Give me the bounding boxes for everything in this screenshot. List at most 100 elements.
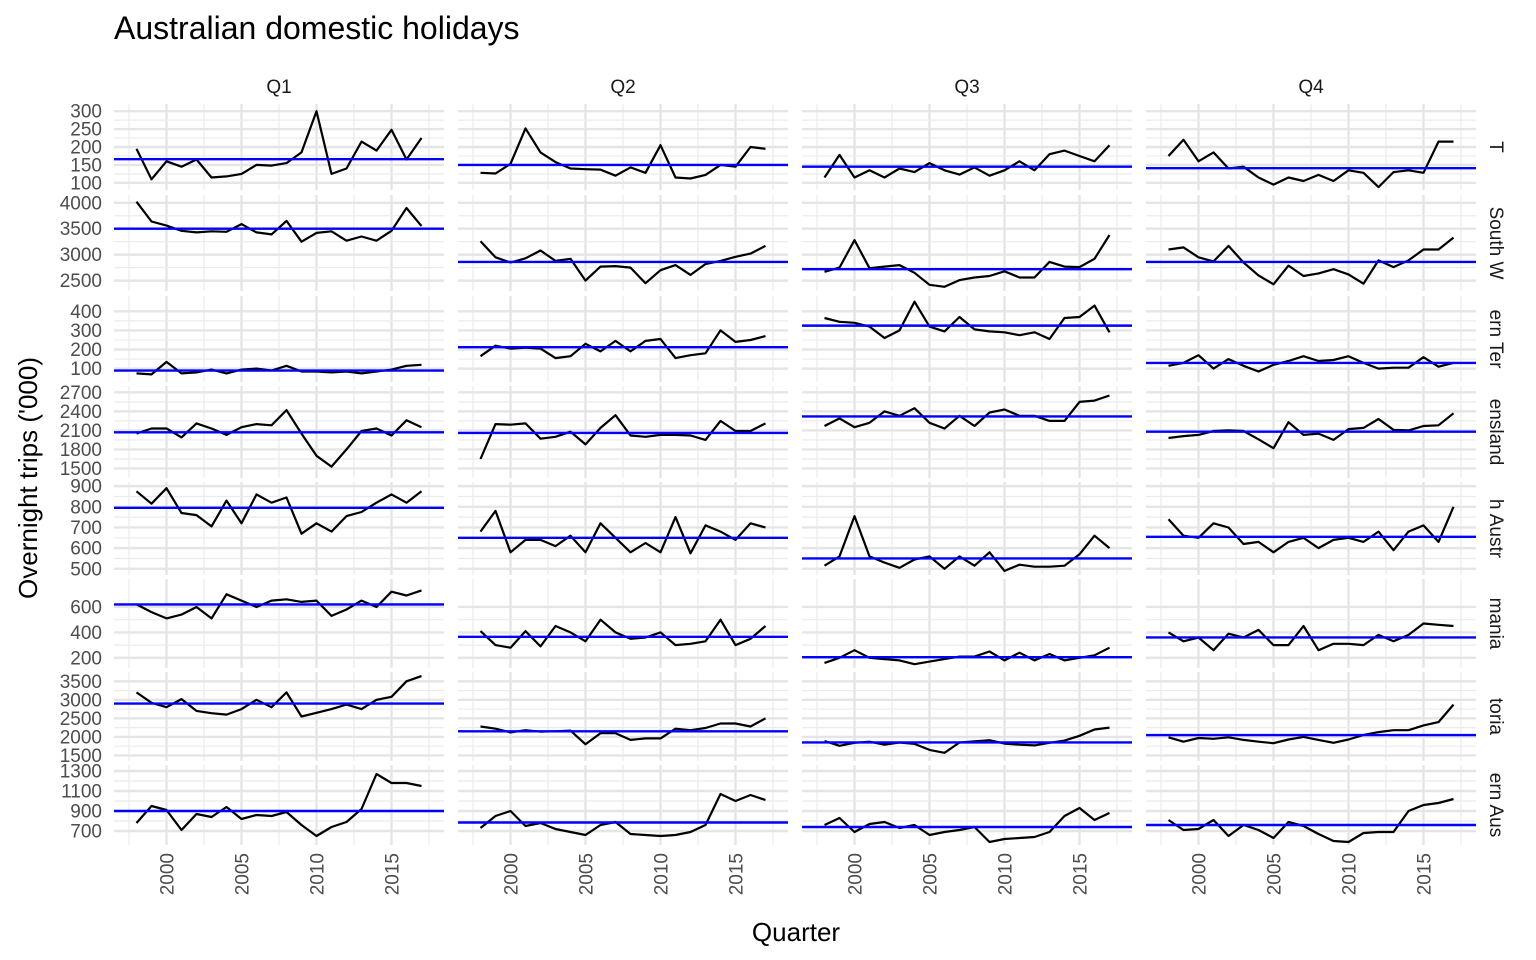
x-tick-label: 2000 (846, 853, 867, 895)
y-tick-label: 900 (70, 477, 102, 498)
panel-q4-row-1 (1146, 104, 1476, 190)
row-strip-label: toria (1485, 698, 1506, 735)
x-tick-label: 2010 (308, 853, 329, 895)
y-tick-label: 300 (70, 321, 102, 342)
x-tick-label: 2015 (383, 853, 404, 895)
y-tick-label: 600 (70, 539, 102, 560)
y-tick-label: 150 (70, 155, 102, 176)
x-tick-label: 2010 (652, 853, 673, 895)
y-tick-label: 700 (70, 822, 102, 843)
panel-q1-row-1 (114, 104, 444, 190)
series-line (1167, 138, 1454, 189)
row-strip-label: T (1485, 141, 1506, 153)
y-tick-label: 400 (70, 623, 102, 644)
series-line (480, 127, 766, 180)
y-tick-label: 200 (70, 648, 102, 669)
y-tick-label: 3000 (60, 690, 102, 711)
panel-q3-row-1 (802, 104, 1132, 190)
y-axis-title: Overnight trips ('000) (13, 357, 43, 599)
y-tick-label: 1500 (60, 746, 102, 767)
y-tick-label: 1800 (60, 440, 102, 461)
series-line (1167, 797, 1454, 844)
panel-q4-row-6 (1146, 579, 1476, 668)
x-tick-label: 2010 (1340, 853, 1361, 895)
y-tick-label: 2500 (60, 271, 102, 292)
panel-q1-row-7 (114, 672, 444, 761)
y-tick-label: 100 (70, 359, 102, 380)
panel-q3-row-5 (802, 482, 1132, 575)
row-strip-label: ern Ter (1485, 310, 1506, 369)
panel-q3-row-6 (802, 579, 1132, 668)
y-tick-label: 300 (70, 102, 102, 123)
panel-q3-row-2 (802, 195, 1132, 291)
panel-q2-row-6 (458, 579, 788, 668)
x-tick-label: 2015 (727, 853, 748, 895)
x-tick-label: 2005 (1265, 853, 1286, 895)
series-line (135, 772, 422, 838)
y-tick-label: 100 (70, 173, 102, 194)
x-tick-labels: 2000 2005 2010 2015 2000 2005 2010 2015 2000 2005… (158, 853, 1436, 895)
panel-q2-row-1 (458, 104, 788, 190)
panel-q4-row-2 (1146, 195, 1476, 291)
x-tick-label: 2000 (1190, 853, 1211, 895)
x-tick-label: 2005 (233, 853, 254, 895)
series-line (823, 144, 1111, 179)
series-line (1168, 354, 1454, 373)
x-tick-label: 2015 (1071, 853, 1092, 895)
series-line (479, 792, 766, 838)
series-line (824, 300, 1111, 341)
panel-q1-row-6 (114, 579, 444, 668)
strip-label-q2: Q2 (610, 77, 635, 98)
strip-label-q1: Q1 (266, 77, 291, 98)
panel-q3-row-3 (802, 296, 1132, 382)
strip-label-q3: Q3 (954, 77, 979, 98)
row-strip-label: ern Aus (1485, 773, 1506, 837)
facet-strips: Q1 Q2 Q3 Q4 T South W ern Ter ensland h Austr man… (266, 77, 1506, 837)
x-axis-title: Quarter (752, 917, 840, 947)
row-strip-label: South W (1485, 207, 1506, 280)
y-tick-label: 200 (70, 138, 102, 159)
y-tick-label: 2400 (60, 402, 102, 423)
series-line (1168, 703, 1455, 745)
y-tick-label: 2100 (60, 421, 102, 442)
y-tick-label: 200 (70, 340, 102, 361)
panel-q2-row-8 (458, 765, 788, 845)
panel-q3-row-7 (802, 672, 1132, 761)
y-tick-label: 700 (70, 518, 102, 539)
panel-q2-row-4 (458, 386, 788, 478)
row-strip-label: ensland (1485, 399, 1506, 466)
series-line (824, 394, 1110, 430)
y-tick-label: 400 (70, 302, 102, 323)
panel-q1-row-3 (114, 296, 444, 382)
panel-q1-row-4 (114, 386, 444, 478)
y-tick-label: 2500 (60, 709, 102, 730)
series-line (136, 409, 422, 468)
panel-q1-row-5 (114, 482, 444, 575)
series-line (136, 360, 422, 376)
series-line (135, 589, 422, 620)
y-tick-label: 2700 (60, 383, 102, 404)
y-tick-label: 1100 (61, 782, 102, 803)
y-tick-label: 4000 (60, 193, 102, 214)
x-tick-label: 2015 (1415, 853, 1436, 895)
x-tick-label: 2005 (921, 853, 942, 895)
panel-q1-row-2 (114, 195, 444, 291)
panel-q4-row-3 (1146, 296, 1476, 382)
series-line (479, 509, 766, 555)
chart-title: Australian domestic holidays (114, 10, 520, 46)
x-tick-label: 2005 (577, 853, 598, 895)
y-tick-label: 800 (70, 497, 102, 518)
panel-q4-row-4 (1146, 386, 1476, 478)
y-tick-label: 600 (70, 597, 102, 618)
y-tick-label: 2000 (60, 727, 102, 748)
y-tick-label: 1300 (60, 762, 102, 783)
y-tick-label: 3500 (60, 672, 102, 693)
y-tick-label: 1500 (60, 459, 102, 480)
y-tick-label: 250 (70, 120, 102, 141)
panel-q2-row-7 (458, 672, 788, 761)
series-line (1167, 506, 1455, 554)
panel-q4-row-5 (1146, 482, 1476, 575)
strip-label-q4: Q4 (1298, 77, 1324, 98)
series-line (135, 110, 423, 181)
